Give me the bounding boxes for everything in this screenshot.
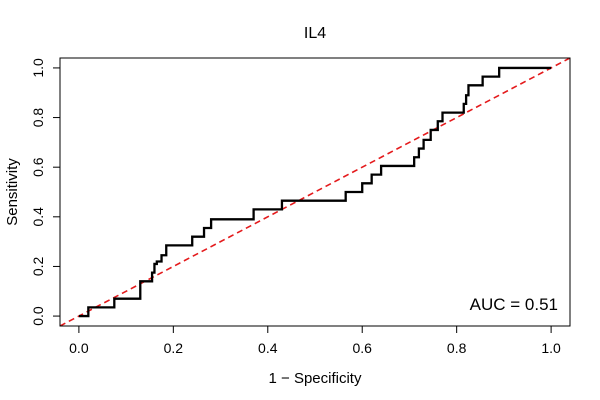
x-tick-label: 0.0 <box>69 340 89 356</box>
y-tick-label: 0.8 <box>30 108 46 128</box>
y-axis-title: Sensitivity <box>4 158 21 226</box>
chart-title: IL4 <box>304 25 326 42</box>
x-axis-title: 1 − Specificity <box>269 370 362 387</box>
x-tick-label: 1.0 <box>541 340 561 356</box>
reference-diagonal-line <box>60 58 570 326</box>
y-tick-label: 0.2 <box>30 257 46 277</box>
y-tick-label: 1.0 <box>30 58 46 78</box>
auc-annotation: AUC = 0.51 <box>470 295 558 314</box>
x-tick-label: 0.2 <box>164 340 184 356</box>
y-tick-label: 0.6 <box>30 157 46 177</box>
x-tick-label: 0.4 <box>258 340 278 356</box>
y-tick-label: 0.0 <box>30 306 46 326</box>
x-tick-label: 0.8 <box>447 340 467 356</box>
plot-frame <box>59 57 571 327</box>
roc-curve-line <box>78 66 552 318</box>
y-tick-label: 0.4 <box>30 207 46 227</box>
y-axis: 0.0 0.2 0.4 0.6 0.8 1.0 <box>30 58 61 326</box>
plot-area <box>60 58 570 326</box>
x-axis: 0.0 0.2 0.4 0.6 0.8 1.0 <box>69 325 561 356</box>
x-tick-label: 0.6 <box>352 340 372 356</box>
